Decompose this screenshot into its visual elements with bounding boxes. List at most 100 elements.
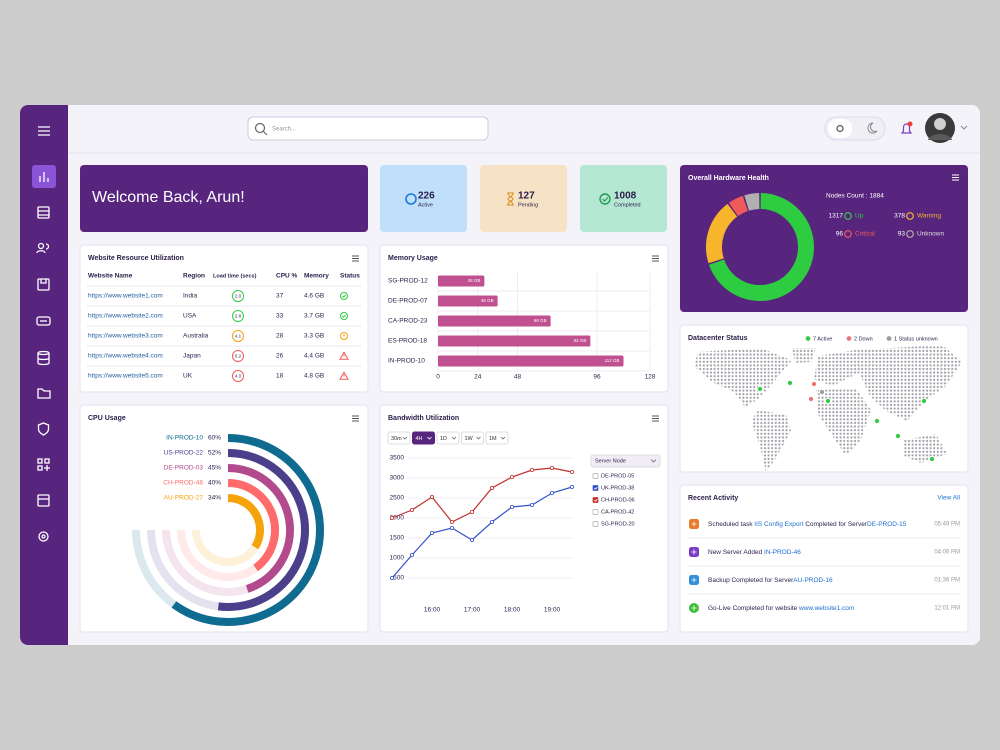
series-point (469, 538, 474, 543)
activity-icon-glyph (691, 605, 697, 611)
table-cell: 28 (276, 333, 284, 340)
status-ok (341, 314, 347, 318)
activity-time: 04:06 PM (934, 550, 960, 556)
y-tick-label: 1000 (390, 555, 405, 562)
activity-time: 12:01 PM (934, 606, 960, 612)
table-cell: 4.8 GB (304, 373, 324, 380)
legend-checkbox[interactable] (592, 521, 599, 527)
legend-checkbox[interactable] (592, 509, 599, 515)
activity-time: 01:36 PM (934, 578, 960, 584)
series-line (391, 467, 573, 523)
activity-text: Backup Completed for ServerAU-PROD-16 (708, 577, 833, 584)
activity-text-part: Backup Completed for Server (708, 577, 794, 584)
series-point (550, 465, 555, 470)
legend-checkbox[interactable] (592, 497, 599, 503)
legend-marker (906, 230, 914, 238)
range-button[interactable] (436, 431, 460, 445)
legend-value: 93 (898, 231, 906, 238)
view-all-link[interactable]: View All (937, 495, 960, 502)
x-tick-label: 96 (593, 374, 601, 381)
sidebar (20, 105, 68, 645)
load-time: 5.2 (235, 353, 242, 358)
legend-label: Up (855, 213, 864, 220)
y-tick-label: IN-PROD-10 (388, 358, 425, 365)
series-point (449, 520, 454, 525)
range-chevron (476, 436, 481, 440)
legend-marker (844, 230, 852, 238)
x-tick-label: 19:00 (544, 607, 561, 614)
bell-icon[interactable] (900, 123, 913, 134)
range-label: 4H (416, 436, 423, 442)
series-point (489, 485, 494, 490)
legend-label: SG-PROD-20 (601, 521, 635, 527)
website-link[interactable]: https://www.website1.com (88, 293, 163, 300)
series-point (409, 507, 414, 512)
website-link[interactable]: https://www.website2.com (88, 313, 163, 320)
activity-link[interactable]: AU-PROD-16 (793, 577, 833, 584)
load-time: 4.0 (235, 373, 242, 378)
table-cell: 4.4 GB (304, 353, 324, 360)
website-link[interactable]: https://www.website5.com (88, 373, 163, 380)
y-tick-label: 3000 (390, 475, 405, 482)
bar (438, 275, 485, 287)
range-button[interactable] (461, 431, 484, 445)
legend-label: CH-PROD-06 (601, 497, 635, 503)
theme-light[interactable] (828, 119, 852, 138)
card-menus[interactable] (352, 174, 959, 422)
donut-segment (744, 193, 760, 211)
series-point (389, 516, 394, 521)
legend-checkbox[interactable] (592, 485, 599, 491)
activity-icon-glyph (691, 521, 697, 527)
range-chevron (402, 436, 408, 440)
node-dropdown[interactable] (590, 454, 661, 468)
bar-value-label: 28 GB (468, 278, 481, 283)
welcome-card (80, 165, 368, 232)
legend-check (593, 486, 598, 490)
sidebar-icons[interactable] (32, 126, 56, 542)
moon-icon[interactable] (867, 122, 878, 134)
activity-link[interactable]: IIS Config Export (754, 521, 803, 528)
load-time: 4.1 (235, 333, 242, 338)
legend-label: CA-PROD-42 (601, 509, 634, 515)
activity-card (679, 484, 969, 633)
world-map (694, 345, 962, 472)
series-point (570, 469, 575, 474)
series-point (429, 531, 434, 536)
series-point (409, 553, 414, 558)
search-icon (263, 131, 268, 136)
range-button[interactable] (485, 431, 509, 445)
website-link[interactable]: https://www.website3.com (88, 333, 163, 340)
table-cell: USA (183, 313, 197, 320)
range-button[interactable] (412, 431, 435, 445)
bar (438, 315, 551, 327)
series-label: US-PROD-22 (164, 450, 204, 457)
load-time: 2.8 (235, 313, 242, 318)
range-chevron (500, 436, 506, 440)
legend-check (593, 498, 598, 502)
legend-label: Unknown (917, 231, 944, 238)
column-header: CPU % (276, 273, 298, 280)
activity-link[interactable]: www.website1.com (798, 605, 854, 612)
series-point (389, 576, 394, 581)
table-cell: 37 (276, 293, 284, 300)
activity-text-part: Completed for Server (803, 521, 867, 528)
range-button[interactable] (387, 431, 411, 445)
x-tick-label: 16:00 (424, 607, 441, 614)
search-box[interactable] (247, 116, 489, 141)
card-title: Bandwidth Utilization (388, 415, 459, 422)
bar (438, 335, 591, 347)
legend-label: Critical (855, 231, 875, 238)
series-point (509, 474, 514, 479)
legend-label: 1 Status unknown (894, 336, 938, 342)
website-link[interactable]: https://www.website4.com (88, 353, 163, 360)
series-point (449, 526, 454, 531)
legend-checkbox[interactable] (592, 473, 599, 479)
activity-link[interactable]: IN-PROD-46 (764, 549, 801, 556)
card-title: Memory Usage (388, 255, 438, 262)
activity-link[interactable]: DE-PROD-15 (867, 521, 907, 528)
status-ok (341, 294, 347, 298)
card-title: Datacenter Status (688, 335, 748, 342)
avatar-menu[interactable] (960, 125, 968, 130)
status-alert (339, 351, 349, 360)
